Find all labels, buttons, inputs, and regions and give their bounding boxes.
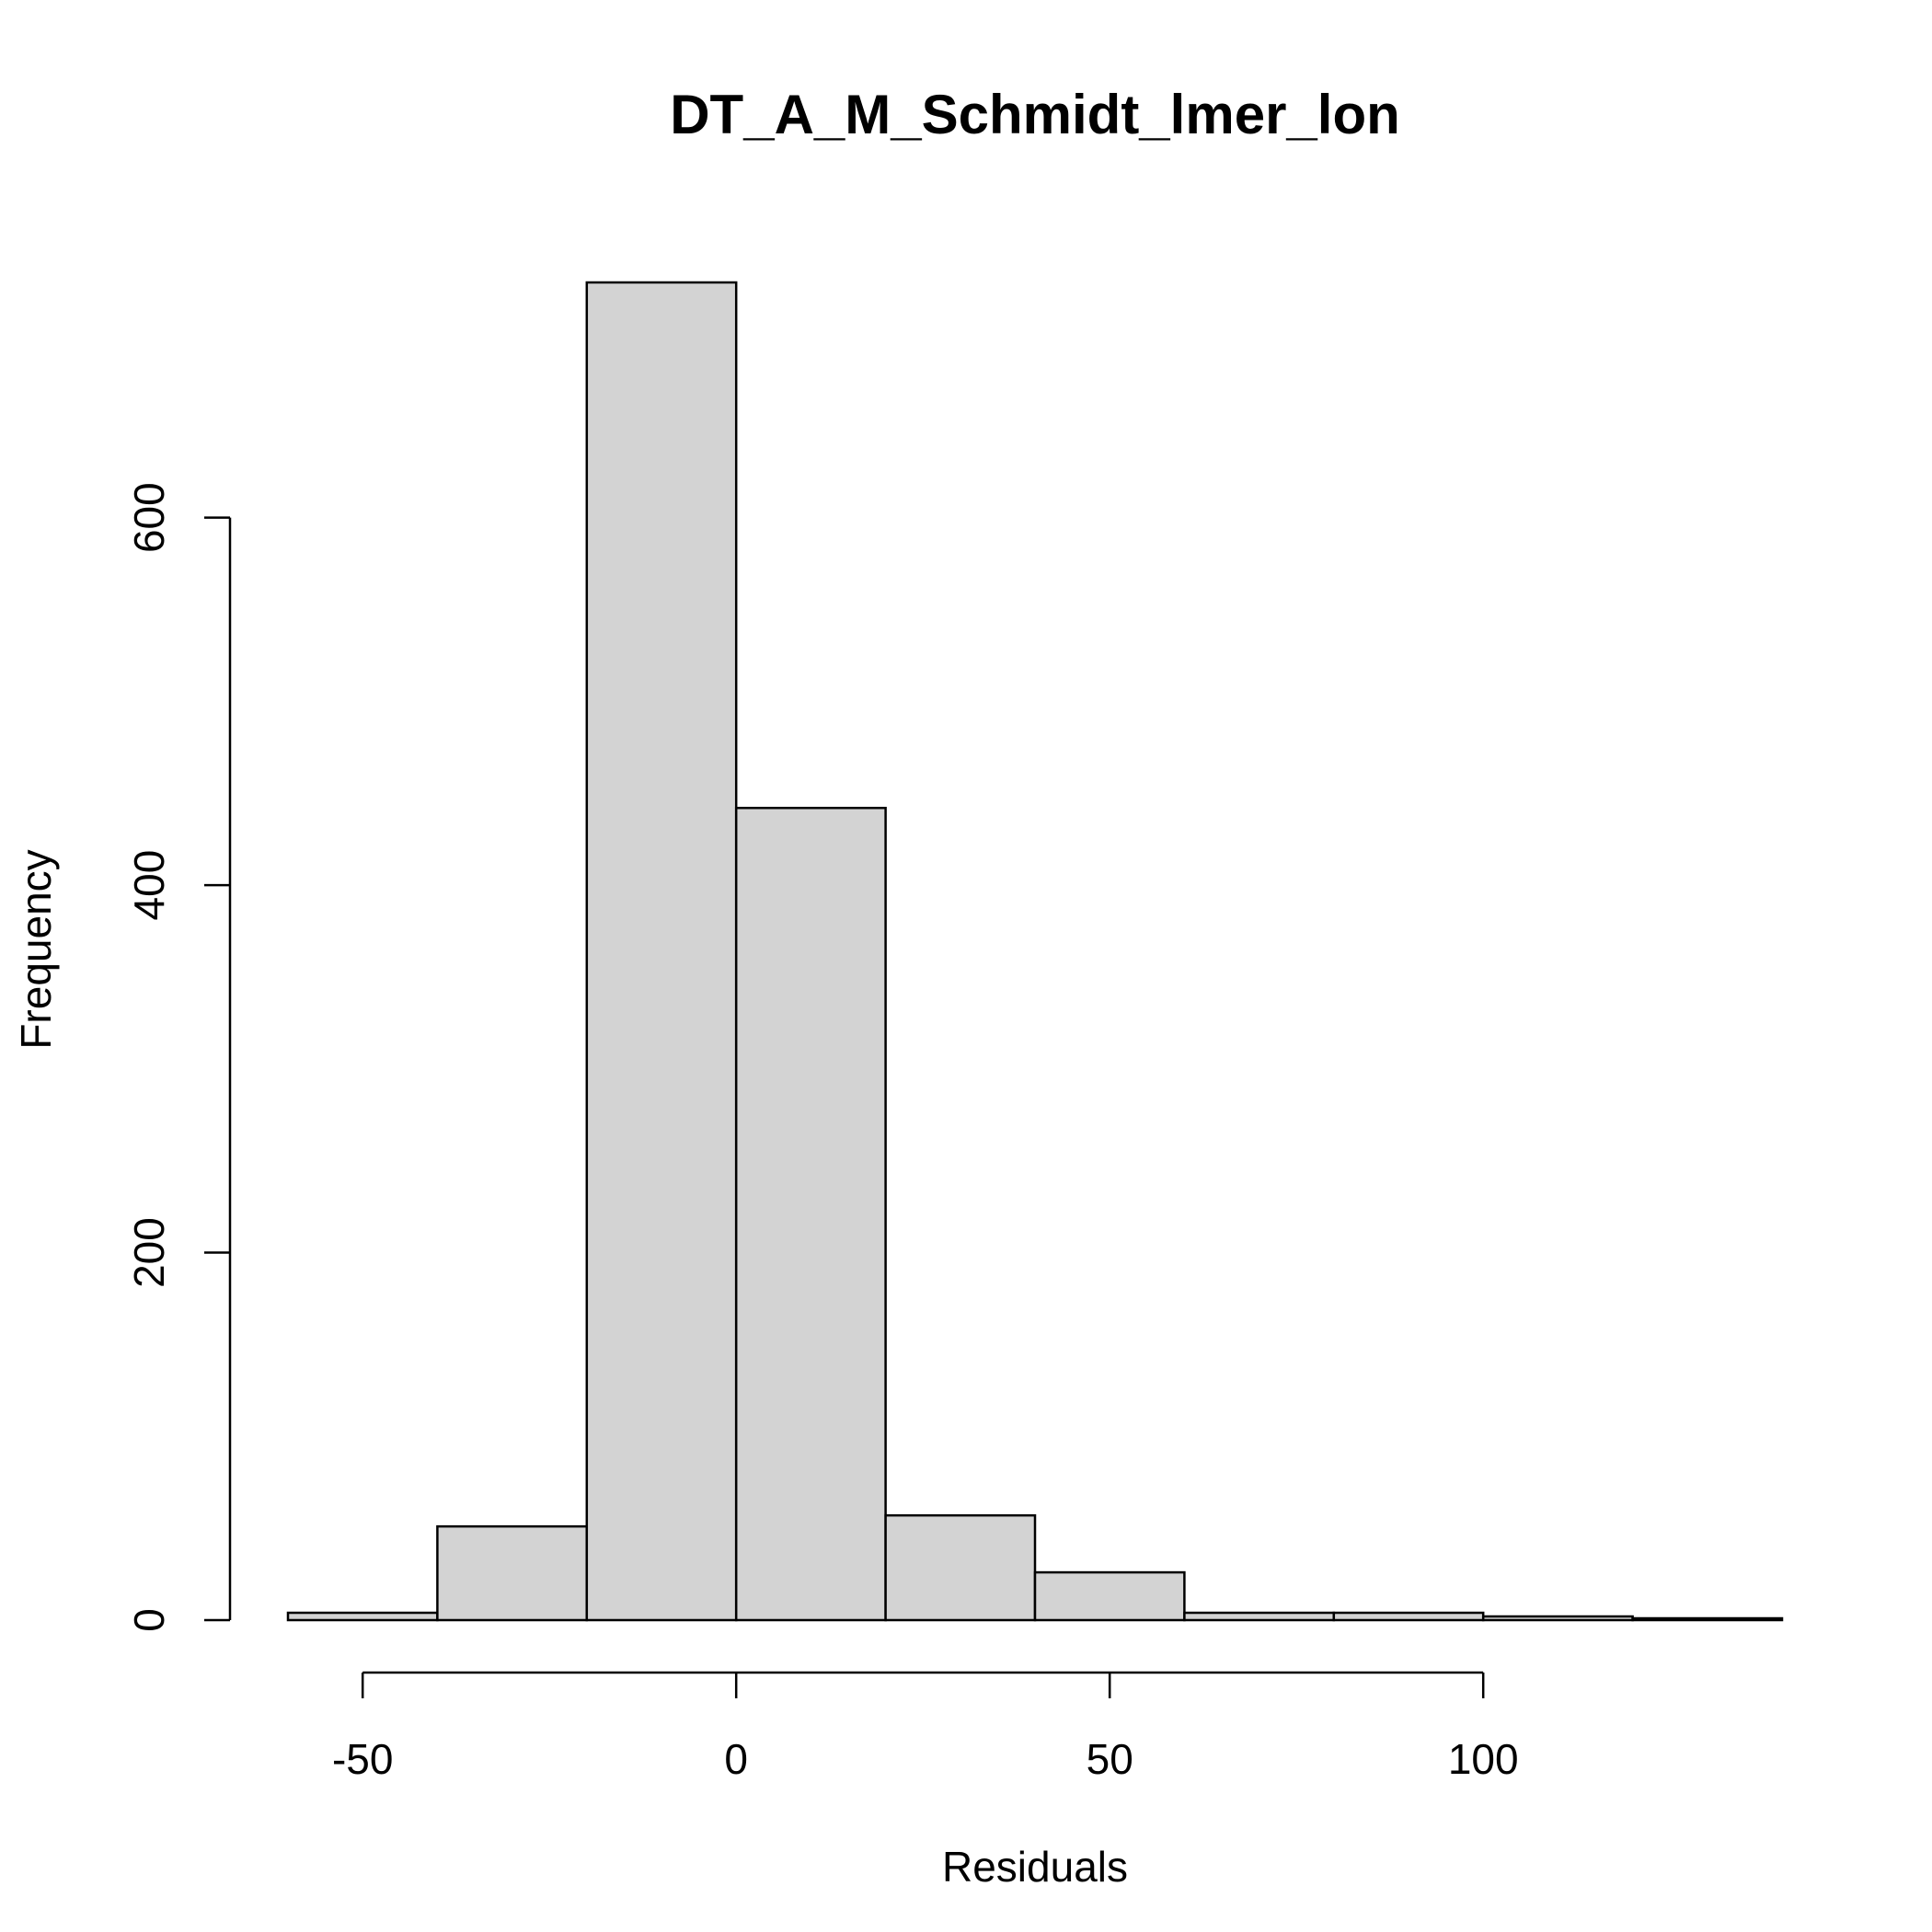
x-tick-label-3: 100 [1448,1735,1519,1783]
histogram-bar-2 [585,281,738,1622]
x-tick-label-0: -50 [332,1735,393,1783]
x-axis: -50 0 50 100 [332,1671,1519,1783]
x-tick-label-1: 0 [724,1735,748,1783]
histogram-bar-7 [1332,1611,1485,1622]
histogram-bar-0 [286,1611,439,1622]
x-tick-label-2: 50 [1087,1735,1133,1783]
histogram-bar-3 [734,806,887,1622]
y-tick-label-3: 600 [125,482,173,553]
histogram-bar-1 [436,1524,589,1622]
y-tick-label-1: 200 [125,1217,173,1288]
histogram-bar-9 [1631,1616,1784,1622]
y-axis: 0 200 400 600 [125,482,232,1632]
y-tick-label-2: 400 [125,850,173,921]
histogram-bar-8 [1481,1615,1634,1622]
bars-group [286,281,1784,1622]
histogram-bar-5 [1033,1570,1186,1622]
chart-title: DT_A_M_Schmidt_lmer_lon [670,84,1400,145]
histogram-bar-4 [884,1513,1037,1622]
histogram-bar-6 [1183,1611,1336,1622]
x-axis-label: Residuals [942,1843,1128,1891]
y-axis-label: Frequency [12,849,60,1049]
y-tick-label-0: 0 [125,1608,173,1632]
